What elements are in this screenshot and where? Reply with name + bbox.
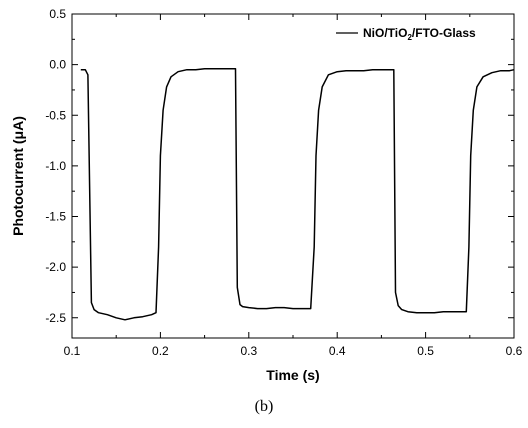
subfigure-caption: (b) <box>254 398 274 415</box>
y-tick-label: -1.0 <box>45 159 66 173</box>
y-tick-label: -2.0 <box>45 260 66 274</box>
x-tick-label: 0.1 <box>64 344 81 358</box>
x-tick-label: 0.2 <box>152 344 169 358</box>
legend-label-prefix: NiO/TiO <box>363 26 407 40</box>
legend-label-subscript: 2 <box>407 33 412 42</box>
legend: NiO/TiO2/FTO-Glass <box>336 26 476 42</box>
series-layer <box>80 67 515 321</box>
y-axis: 0.5 0.0 -0.5 -1.0 -1.5 -2.0 -2.5 <box>45 7 514 325</box>
x-tick-label: 0.3 <box>240 344 257 358</box>
legend-label: NiO/TiO2/FTO-Glass <box>363 26 476 42</box>
legend-label-suffix: /FTO-Glass <box>412 26 476 40</box>
y-tick-label: -0.5 <box>45 108 66 122</box>
y-tick-label: 0.0 <box>49 58 66 72</box>
y-axis-title: Photocurrent (μA) <box>10 116 26 236</box>
x-tick-label: 0.6 <box>506 344 523 358</box>
series-line <box>80 67 515 321</box>
x-axis: 0.1 0.2 0.3 0.4 0.5 0.6 <box>64 14 523 358</box>
x-axis-title: Time (s) <box>266 367 319 383</box>
x-tick-label: 0.5 <box>417 344 434 358</box>
y-tick-label: -1.5 <box>45 210 66 224</box>
plot-frame <box>71 13 515 339</box>
x-tick-label: 0.4 <box>329 344 346 358</box>
y-tick-label: -2.5 <box>45 311 66 325</box>
y-tick-label: 0.5 <box>49 7 66 21</box>
